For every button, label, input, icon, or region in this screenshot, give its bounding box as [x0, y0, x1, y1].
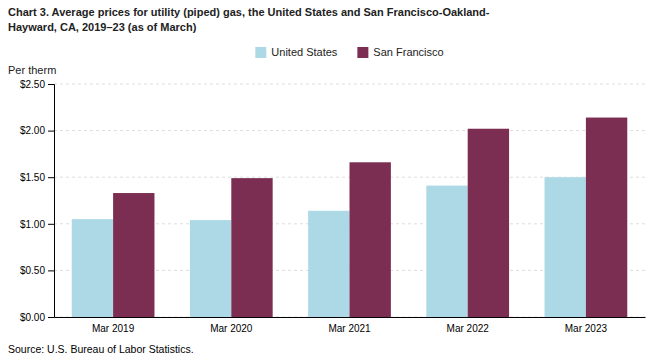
- y-tick-mark: [48, 84, 54, 85]
- bar: [468, 129, 509, 317]
- y-tick-label: $0.50: [20, 265, 45, 276]
- x-tick: Mar 2019: [92, 317, 135, 334]
- y-tick-label: $0.00: [20, 312, 45, 323]
- y-tick: $0.50: [20, 265, 54, 276]
- legend-item: San Francisco: [357, 46, 443, 58]
- y-tick-mark: [48, 131, 54, 132]
- legend-item: United States: [255, 46, 338, 58]
- x-axis-line: [55, 317, 646, 318]
- series: [113, 118, 627, 317]
- bar: [113, 193, 154, 317]
- y-tick: $2.00: [20, 125, 54, 136]
- grid-line: [54, 84, 645, 85]
- legend-label: San Francisco: [373, 46, 443, 58]
- title: Chart 3. Average prices for utility (pip…: [8, 6, 490, 18]
- x-tick-label: Mar 2020: [210, 323, 253, 334]
- y-tick-label: $2.00: [20, 125, 45, 136]
- source-note: Source: U.S. Bureau of Labor Statistics.: [8, 343, 194, 355]
- grid: [54, 84, 645, 317]
- y-tick-label: $1.50: [20, 172, 45, 183]
- y-tick-mark: [48, 224, 54, 225]
- y-axis-line: [48, 85, 55, 318]
- y-tick: $1.50: [20, 172, 54, 183]
- bar: [545, 177, 586, 317]
- legend: United States San Francisco: [255, 46, 443, 58]
- bar: [231, 178, 272, 317]
- x-tick: Mar 2021: [328, 317, 371, 334]
- x-axis: Mar 2019 Mar 2020 Mar 2021 Mar 2022 Mar 2023: [55, 317, 646, 334]
- x-tick-label: Mar 2021: [328, 323, 371, 334]
- x-tick: Mar 2020: [210, 317, 253, 334]
- plot: $0.00$0.50$1.00$1.50$2.00$2.50Mar 2019Ma…: [20, 79, 646, 334]
- legend-swatch: [255, 47, 266, 58]
- x-tick-label: Mar 2023: [565, 323, 608, 334]
- y-tick-label: $1.00: [20, 219, 45, 230]
- x-tick-label: Mar 2019: [92, 323, 135, 334]
- title: Hayward, CA, 2019–23 (as of March): [8, 21, 197, 33]
- chart: Chart 3. Average prices for utility (pip…: [0, 0, 661, 361]
- x-tick-label: Mar 2022: [447, 323, 490, 334]
- y-tick: $0.00: [20, 312, 54, 323]
- y-tick: $2.50: [20, 79, 54, 90]
- y-tick: $1.00: [20, 219, 54, 230]
- y-axis-label: Per therm: [8, 64, 56, 76]
- x-tick: Mar 2022: [447, 317, 490, 334]
- legend-label: United States: [271, 46, 338, 58]
- legend-swatch: [357, 47, 368, 58]
- y-axis: $0.00 $0.50 $1.00 $1.50 $2.00 $2.50: [20, 79, 55, 323]
- y-tick-mark: [48, 177, 54, 178]
- bars: [72, 118, 628, 317]
- bar: [72, 219, 113, 317]
- grid-line: [54, 130, 645, 131]
- bar: [426, 186, 467, 317]
- y-tick-mark: [48, 270, 54, 271]
- x-tick: Mar 2023: [565, 317, 608, 334]
- bar: [308, 211, 349, 317]
- bar: [190, 220, 231, 317]
- bar: [350, 162, 391, 317]
- bar: [586, 118, 627, 317]
- y-tick-mark: [48, 317, 54, 318]
- y-tick-label: $2.50: [20, 79, 45, 90]
